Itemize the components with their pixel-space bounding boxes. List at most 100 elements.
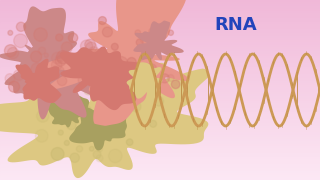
Bar [0, 139, 320, 142]
Circle shape [113, 83, 122, 93]
Circle shape [8, 30, 13, 35]
Bar [0, 67, 320, 70]
Circle shape [102, 108, 112, 118]
Bar [0, 152, 320, 155]
Circle shape [154, 97, 164, 106]
Circle shape [4, 45, 17, 57]
Bar [0, 150, 320, 153]
Circle shape [78, 76, 85, 83]
Bar [0, 26, 320, 29]
Circle shape [95, 93, 102, 100]
Circle shape [152, 35, 160, 44]
Bar [0, 89, 320, 92]
Bar [0, 83, 320, 85]
Bar [0, 69, 320, 72]
Bar [0, 20, 320, 22]
Circle shape [52, 52, 63, 64]
Bar [0, 8, 320, 11]
Bar [0, 128, 320, 130]
Bar [0, 29, 320, 32]
Circle shape [52, 60, 62, 70]
Polygon shape [133, 21, 184, 61]
Bar [0, 42, 320, 45]
Circle shape [92, 59, 105, 71]
Circle shape [111, 43, 118, 50]
Bar [0, 31, 320, 34]
Circle shape [34, 28, 47, 41]
Bar [0, 58, 320, 61]
Circle shape [135, 68, 149, 82]
Circle shape [57, 76, 67, 86]
Circle shape [135, 30, 141, 36]
Circle shape [84, 85, 94, 95]
Circle shape [68, 33, 78, 42]
Circle shape [31, 93, 36, 98]
Bar [0, 155, 320, 158]
Polygon shape [0, 6, 122, 119]
Circle shape [127, 58, 136, 67]
Circle shape [146, 64, 157, 74]
Bar [0, 85, 320, 88]
Circle shape [114, 57, 128, 70]
Bar [0, 98, 320, 101]
Circle shape [68, 84, 77, 94]
Bar [0, 168, 320, 171]
Bar [0, 137, 320, 140]
Circle shape [36, 130, 48, 142]
Circle shape [111, 51, 120, 60]
Bar [0, 166, 320, 169]
Bar [0, 132, 320, 135]
Circle shape [99, 17, 106, 24]
Circle shape [131, 101, 141, 112]
Bar [0, 159, 320, 162]
Circle shape [13, 70, 24, 80]
Circle shape [67, 120, 76, 130]
Circle shape [55, 55, 66, 66]
Bar [0, 38, 320, 40]
Bar [0, 148, 320, 151]
Bar [0, 56, 320, 58]
Polygon shape [0, 63, 210, 178]
Bar [0, 170, 320, 173]
Bar [0, 49, 320, 52]
Circle shape [57, 57, 61, 61]
Bar [0, 15, 320, 18]
Bar [0, 177, 320, 180]
Circle shape [38, 47, 46, 54]
Circle shape [16, 22, 26, 31]
Bar [0, 53, 320, 56]
Circle shape [43, 82, 47, 87]
Circle shape [76, 146, 83, 152]
Circle shape [5, 74, 15, 83]
Circle shape [90, 147, 94, 151]
Polygon shape [15, 59, 62, 103]
Circle shape [132, 66, 140, 73]
Bar [0, 161, 320, 164]
Circle shape [80, 106, 92, 117]
Circle shape [64, 140, 69, 145]
Circle shape [9, 81, 20, 92]
Bar [0, 35, 320, 38]
Bar [0, 103, 320, 106]
Bar [0, 62, 320, 65]
Circle shape [149, 28, 157, 36]
Bar [0, 13, 320, 16]
Circle shape [53, 66, 57, 70]
Bar [0, 123, 320, 126]
Circle shape [100, 72, 110, 82]
Bar [0, 60, 320, 63]
Bar [0, 157, 320, 160]
Circle shape [115, 60, 124, 69]
Bar [0, 33, 320, 36]
Circle shape [96, 155, 103, 162]
Circle shape [31, 63, 44, 76]
Circle shape [58, 130, 63, 135]
Bar [0, 141, 320, 144]
Circle shape [131, 80, 143, 92]
Circle shape [44, 53, 48, 57]
Circle shape [56, 51, 69, 64]
Circle shape [171, 80, 180, 89]
Bar [0, 107, 320, 110]
Bar [0, 80, 320, 83]
Circle shape [160, 74, 169, 83]
